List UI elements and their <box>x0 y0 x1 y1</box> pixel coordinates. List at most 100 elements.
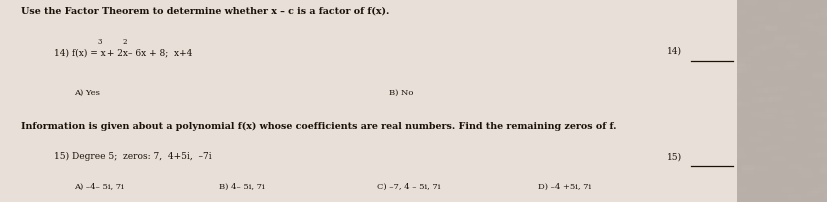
Bar <box>441 58 453 63</box>
Bar <box>29 164 41 169</box>
Bar <box>12 9 24 15</box>
Bar <box>27 174 40 179</box>
Bar <box>156 25 169 30</box>
Bar <box>384 155 396 160</box>
Bar <box>658 108 671 113</box>
Bar <box>825 98 827 103</box>
Bar <box>502 122 514 127</box>
Bar <box>430 35 442 40</box>
Bar <box>753 60 765 65</box>
Bar <box>725 92 738 97</box>
Bar <box>33 22 45 27</box>
Bar <box>645 100 657 105</box>
Bar <box>409 86 421 91</box>
Bar <box>439 176 452 181</box>
Bar <box>167 35 179 40</box>
Bar <box>21 94 33 99</box>
Bar <box>643 92 655 97</box>
Bar <box>58 59 70 64</box>
Bar <box>31 54 44 59</box>
Bar <box>340 108 352 113</box>
Bar <box>796 14 809 19</box>
Bar <box>561 172 573 177</box>
Bar <box>138 127 151 132</box>
Bar <box>740 159 753 164</box>
Text: 15) Degree 5;  zeros: 7,  4+5i,  –7i: 15) Degree 5; zeros: 7, 4+5i, –7i <box>54 152 211 161</box>
Bar <box>136 0 149 2</box>
Bar <box>696 71 708 76</box>
Bar <box>565 171 577 176</box>
Bar <box>128 48 141 54</box>
Bar <box>292 73 304 78</box>
Bar <box>48 123 60 128</box>
Bar <box>504 3 516 8</box>
Bar <box>67 51 79 56</box>
Bar <box>455 76 467 81</box>
Bar <box>225 104 237 109</box>
Bar <box>576 23 589 28</box>
Bar <box>222 132 235 137</box>
Bar <box>802 177 815 182</box>
Bar <box>445 160 457 165</box>
Bar <box>469 41 481 46</box>
Bar <box>142 73 155 78</box>
Bar <box>258 67 270 72</box>
Bar <box>430 27 442 32</box>
Bar <box>115 34 127 39</box>
Bar <box>133 136 146 141</box>
Bar <box>294 126 306 132</box>
Bar <box>174 64 186 69</box>
Bar <box>270 122 282 127</box>
Bar <box>738 64 750 69</box>
Bar <box>341 46 353 51</box>
Bar <box>323 110 335 116</box>
Bar <box>333 107 346 112</box>
Bar <box>505 85 518 90</box>
Bar <box>344 78 356 83</box>
Bar <box>534 5 547 10</box>
Bar <box>17 186 29 191</box>
Bar <box>818 32 827 37</box>
Bar <box>195 43 208 48</box>
Bar <box>289 80 302 85</box>
Bar <box>284 172 296 177</box>
Bar <box>806 145 819 150</box>
Bar <box>342 81 355 86</box>
Bar <box>584 136 596 141</box>
Bar <box>700 72 712 77</box>
Bar <box>518 125 530 130</box>
Bar <box>362 54 375 59</box>
Bar <box>324 126 337 132</box>
Bar <box>675 189 687 195</box>
Bar <box>302 183 314 188</box>
Bar <box>713 67 725 72</box>
Bar <box>328 71 341 76</box>
Bar <box>270 120 283 125</box>
Bar <box>732 162 744 167</box>
Bar <box>277 195 289 200</box>
Bar <box>98 147 111 153</box>
Bar <box>449 132 461 137</box>
Bar <box>383 31 395 36</box>
Bar <box>657 151 670 156</box>
Bar <box>665 89 677 94</box>
Bar <box>736 102 748 107</box>
Bar <box>155 24 168 29</box>
Bar <box>565 167 577 172</box>
Bar <box>495 4 508 9</box>
Bar <box>396 184 409 189</box>
Bar <box>687 166 700 171</box>
Bar <box>237 182 249 187</box>
Bar <box>375 147 388 152</box>
Bar <box>800 108 812 113</box>
Bar <box>253 72 265 77</box>
Bar <box>45 136 57 141</box>
Bar <box>799 92 811 97</box>
Bar <box>199 166 212 171</box>
Bar <box>189 9 201 14</box>
Bar <box>253 80 265 85</box>
Bar <box>83 43 95 48</box>
Bar <box>549 28 562 33</box>
Bar <box>78 0 90 5</box>
Bar <box>322 147 334 152</box>
